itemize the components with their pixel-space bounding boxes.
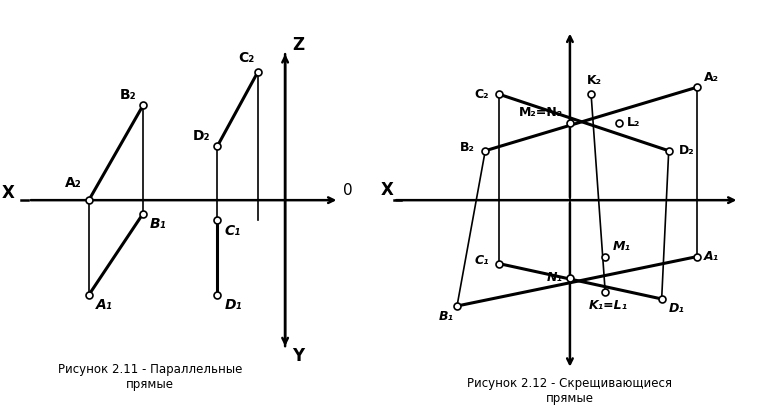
Text: C₁: C₁ — [474, 254, 489, 266]
Text: K₁=L₁: K₁=L₁ — [589, 299, 628, 312]
Text: L₂: L₂ — [627, 116, 640, 129]
Text: B₁: B₁ — [438, 309, 454, 322]
Text: D₁: D₁ — [669, 302, 685, 316]
Text: M₂=N₂: M₂=N₂ — [519, 106, 563, 119]
Text: X: X — [381, 181, 393, 198]
Text: B₂: B₂ — [460, 141, 474, 154]
Text: Y: Y — [292, 347, 304, 365]
Text: A₁: A₁ — [704, 250, 719, 263]
Text: D₁: D₁ — [224, 298, 242, 312]
Text: Z: Z — [292, 35, 304, 53]
Text: M₁: M₁ — [612, 240, 630, 253]
Text: C₂: C₂ — [239, 51, 255, 65]
Text: 0: 0 — [343, 183, 352, 198]
Text: N₁: N₁ — [547, 271, 563, 284]
Text: Рисунок 2.11 - Параллельные
прямые: Рисунок 2.11 - Параллельные прямые — [57, 362, 242, 391]
Text: Рисунок 2.12 - Скрещивающиеся
прямые: Рисунок 2.12 - Скрещивающиеся прямые — [467, 377, 672, 404]
Text: C₁: C₁ — [224, 224, 240, 238]
Text: K₂: K₂ — [587, 74, 602, 87]
Text: A₂: A₂ — [704, 71, 719, 84]
Text: D₂: D₂ — [194, 128, 210, 143]
Text: X: X — [2, 184, 14, 202]
Text: A₂: A₂ — [65, 176, 82, 190]
Text: B₁: B₁ — [150, 217, 167, 231]
Text: A₁: A₁ — [96, 298, 112, 312]
Text: D₂: D₂ — [679, 144, 695, 157]
Text: B₂: B₂ — [119, 88, 136, 102]
Text: C₂: C₂ — [474, 88, 489, 101]
